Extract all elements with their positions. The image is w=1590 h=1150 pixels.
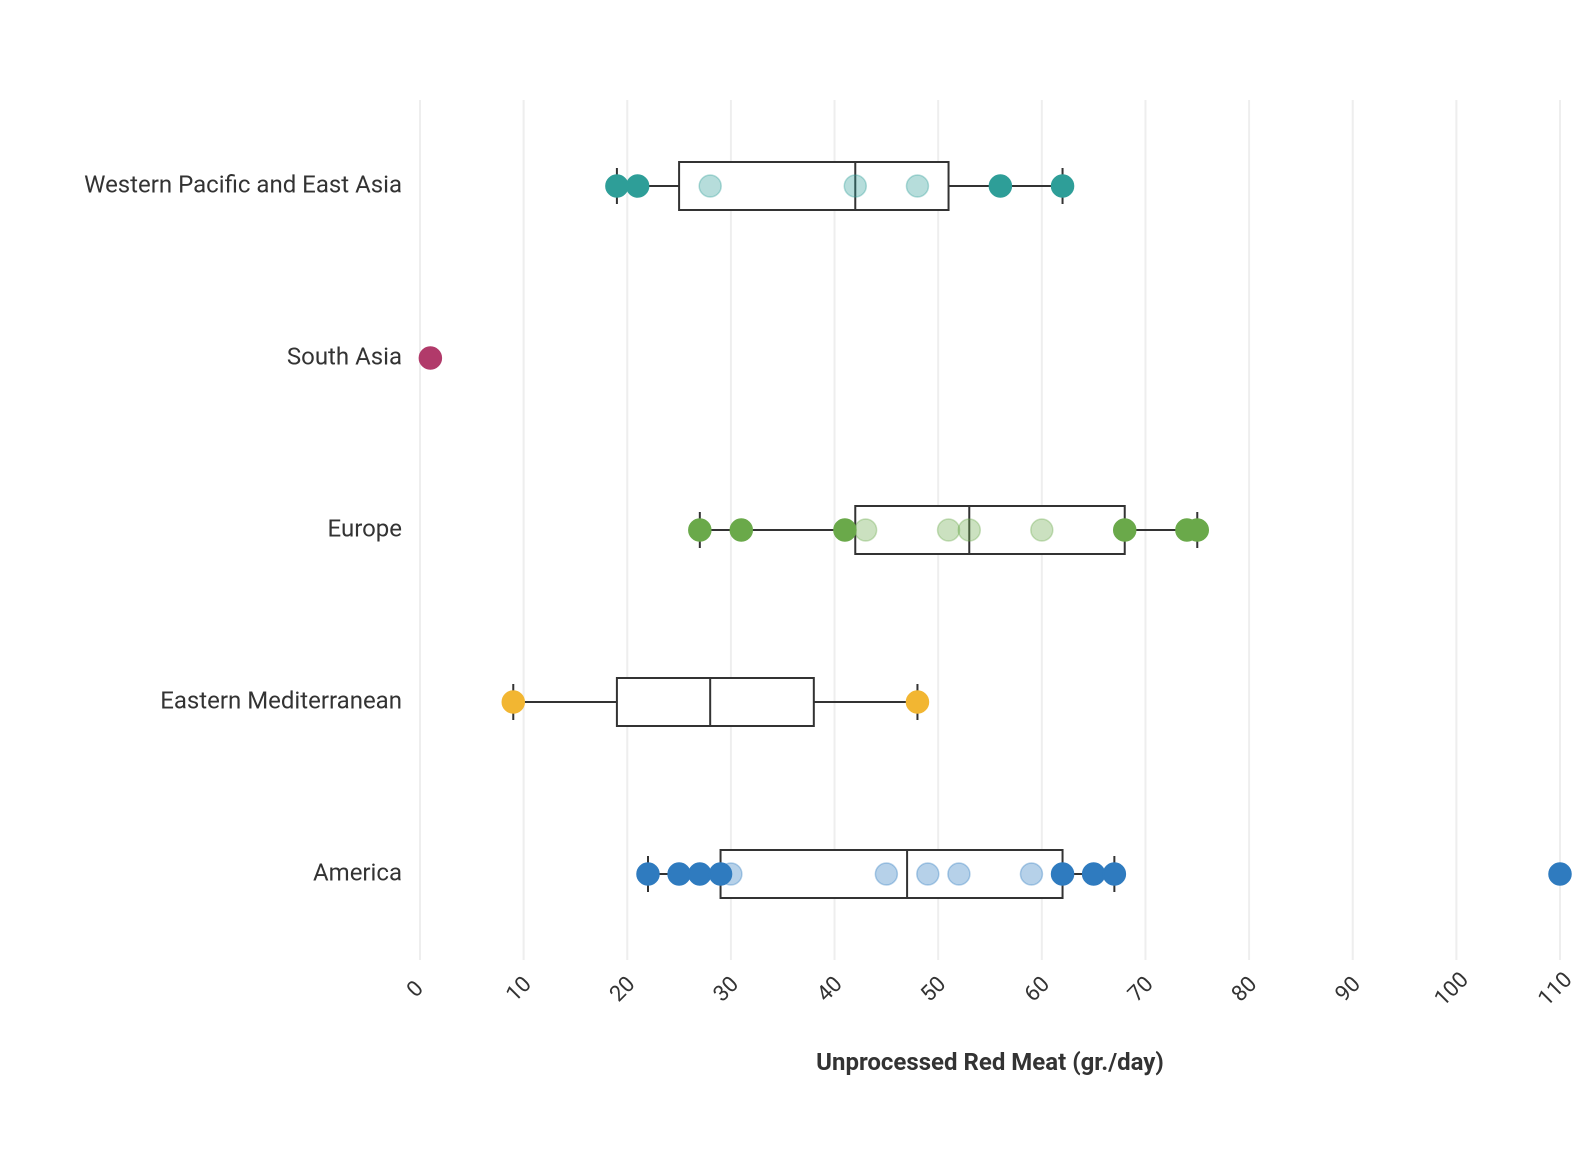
outlier-point: [1549, 863, 1571, 885]
data-point: [502, 691, 524, 713]
series-america: [637, 850, 1571, 898]
box: [617, 678, 814, 726]
x-tick-label: 20: [605, 972, 640, 1007]
series-europe: [689, 506, 1208, 554]
x-tick-label: 10: [501, 972, 536, 1007]
data-point: [699, 175, 721, 197]
data-point: [1020, 863, 1042, 885]
data-point: [1052, 175, 1074, 197]
data-point: [668, 863, 690, 885]
data-point: [906, 175, 928, 197]
data-point: [958, 519, 980, 541]
x-axis-ticks: 0 10 20 30 40 50 60 70 80 90 100 110: [402, 967, 1577, 1011]
data-point: [834, 519, 856, 541]
x-tick-label: 50: [916, 972, 951, 1007]
data-point: [917, 863, 939, 885]
series-group: [419, 162, 1571, 898]
data-point: [730, 519, 752, 541]
data-point: [1052, 863, 1074, 885]
data-point: [710, 863, 732, 885]
x-tick-label: 70: [1123, 972, 1158, 1007]
series-eastern_mediterranean: [502, 678, 928, 726]
data-point: [419, 347, 441, 369]
x-tick-label: 30: [709, 972, 744, 1007]
data-point: [627, 175, 649, 197]
y-axis-label: Eastern Mediterranean: [160, 686, 402, 714]
x-tick-label: 100: [1430, 967, 1474, 1011]
data-point: [1031, 519, 1053, 541]
y-axis-labels: Western Pacific and East Asia South Asia E…: [84, 170, 402, 886]
data-point: [855, 519, 877, 541]
data-point: [1083, 863, 1105, 885]
data-point: [1186, 519, 1208, 541]
data-point: [606, 175, 628, 197]
data-point: [1103, 863, 1125, 885]
y-axis-label: Europe: [328, 514, 402, 542]
series-western_pacific_east_asia: [606, 162, 1074, 210]
y-axis-label: America: [313, 858, 402, 886]
x-tick-label: 60: [1020, 972, 1055, 1007]
x-tick-label: 90: [1331, 972, 1366, 1007]
data-point: [938, 519, 960, 541]
data-point: [989, 175, 1011, 197]
data-point: [906, 691, 928, 713]
boxplot-chart: Western Pacific and East Asia South Asia E…: [0, 0, 1590, 1150]
y-axis-label: Western Pacific and East Asia: [84, 170, 402, 198]
series-south_asia: [419, 347, 441, 369]
x-tick-label: 80: [1227, 972, 1262, 1007]
data-point: [844, 175, 866, 197]
data-point: [689, 519, 711, 541]
data-point: [689, 863, 711, 885]
data-point: [948, 863, 970, 885]
x-tick-label: 40: [812, 972, 847, 1007]
x-tick-label: 0: [402, 976, 428, 1002]
x-axis-title: Unprocessed Red Meat (gr./day): [816, 1048, 1164, 1076]
x-tick-label: 110: [1533, 967, 1577, 1011]
chart-svg: Western Pacific and East Asia South Asia E…: [0, 0, 1590, 1150]
data-point: [637, 863, 659, 885]
y-axis-label: South Asia: [287, 342, 402, 370]
data-point: [1114, 519, 1136, 541]
box: [855, 506, 1124, 554]
data-point: [875, 863, 897, 885]
